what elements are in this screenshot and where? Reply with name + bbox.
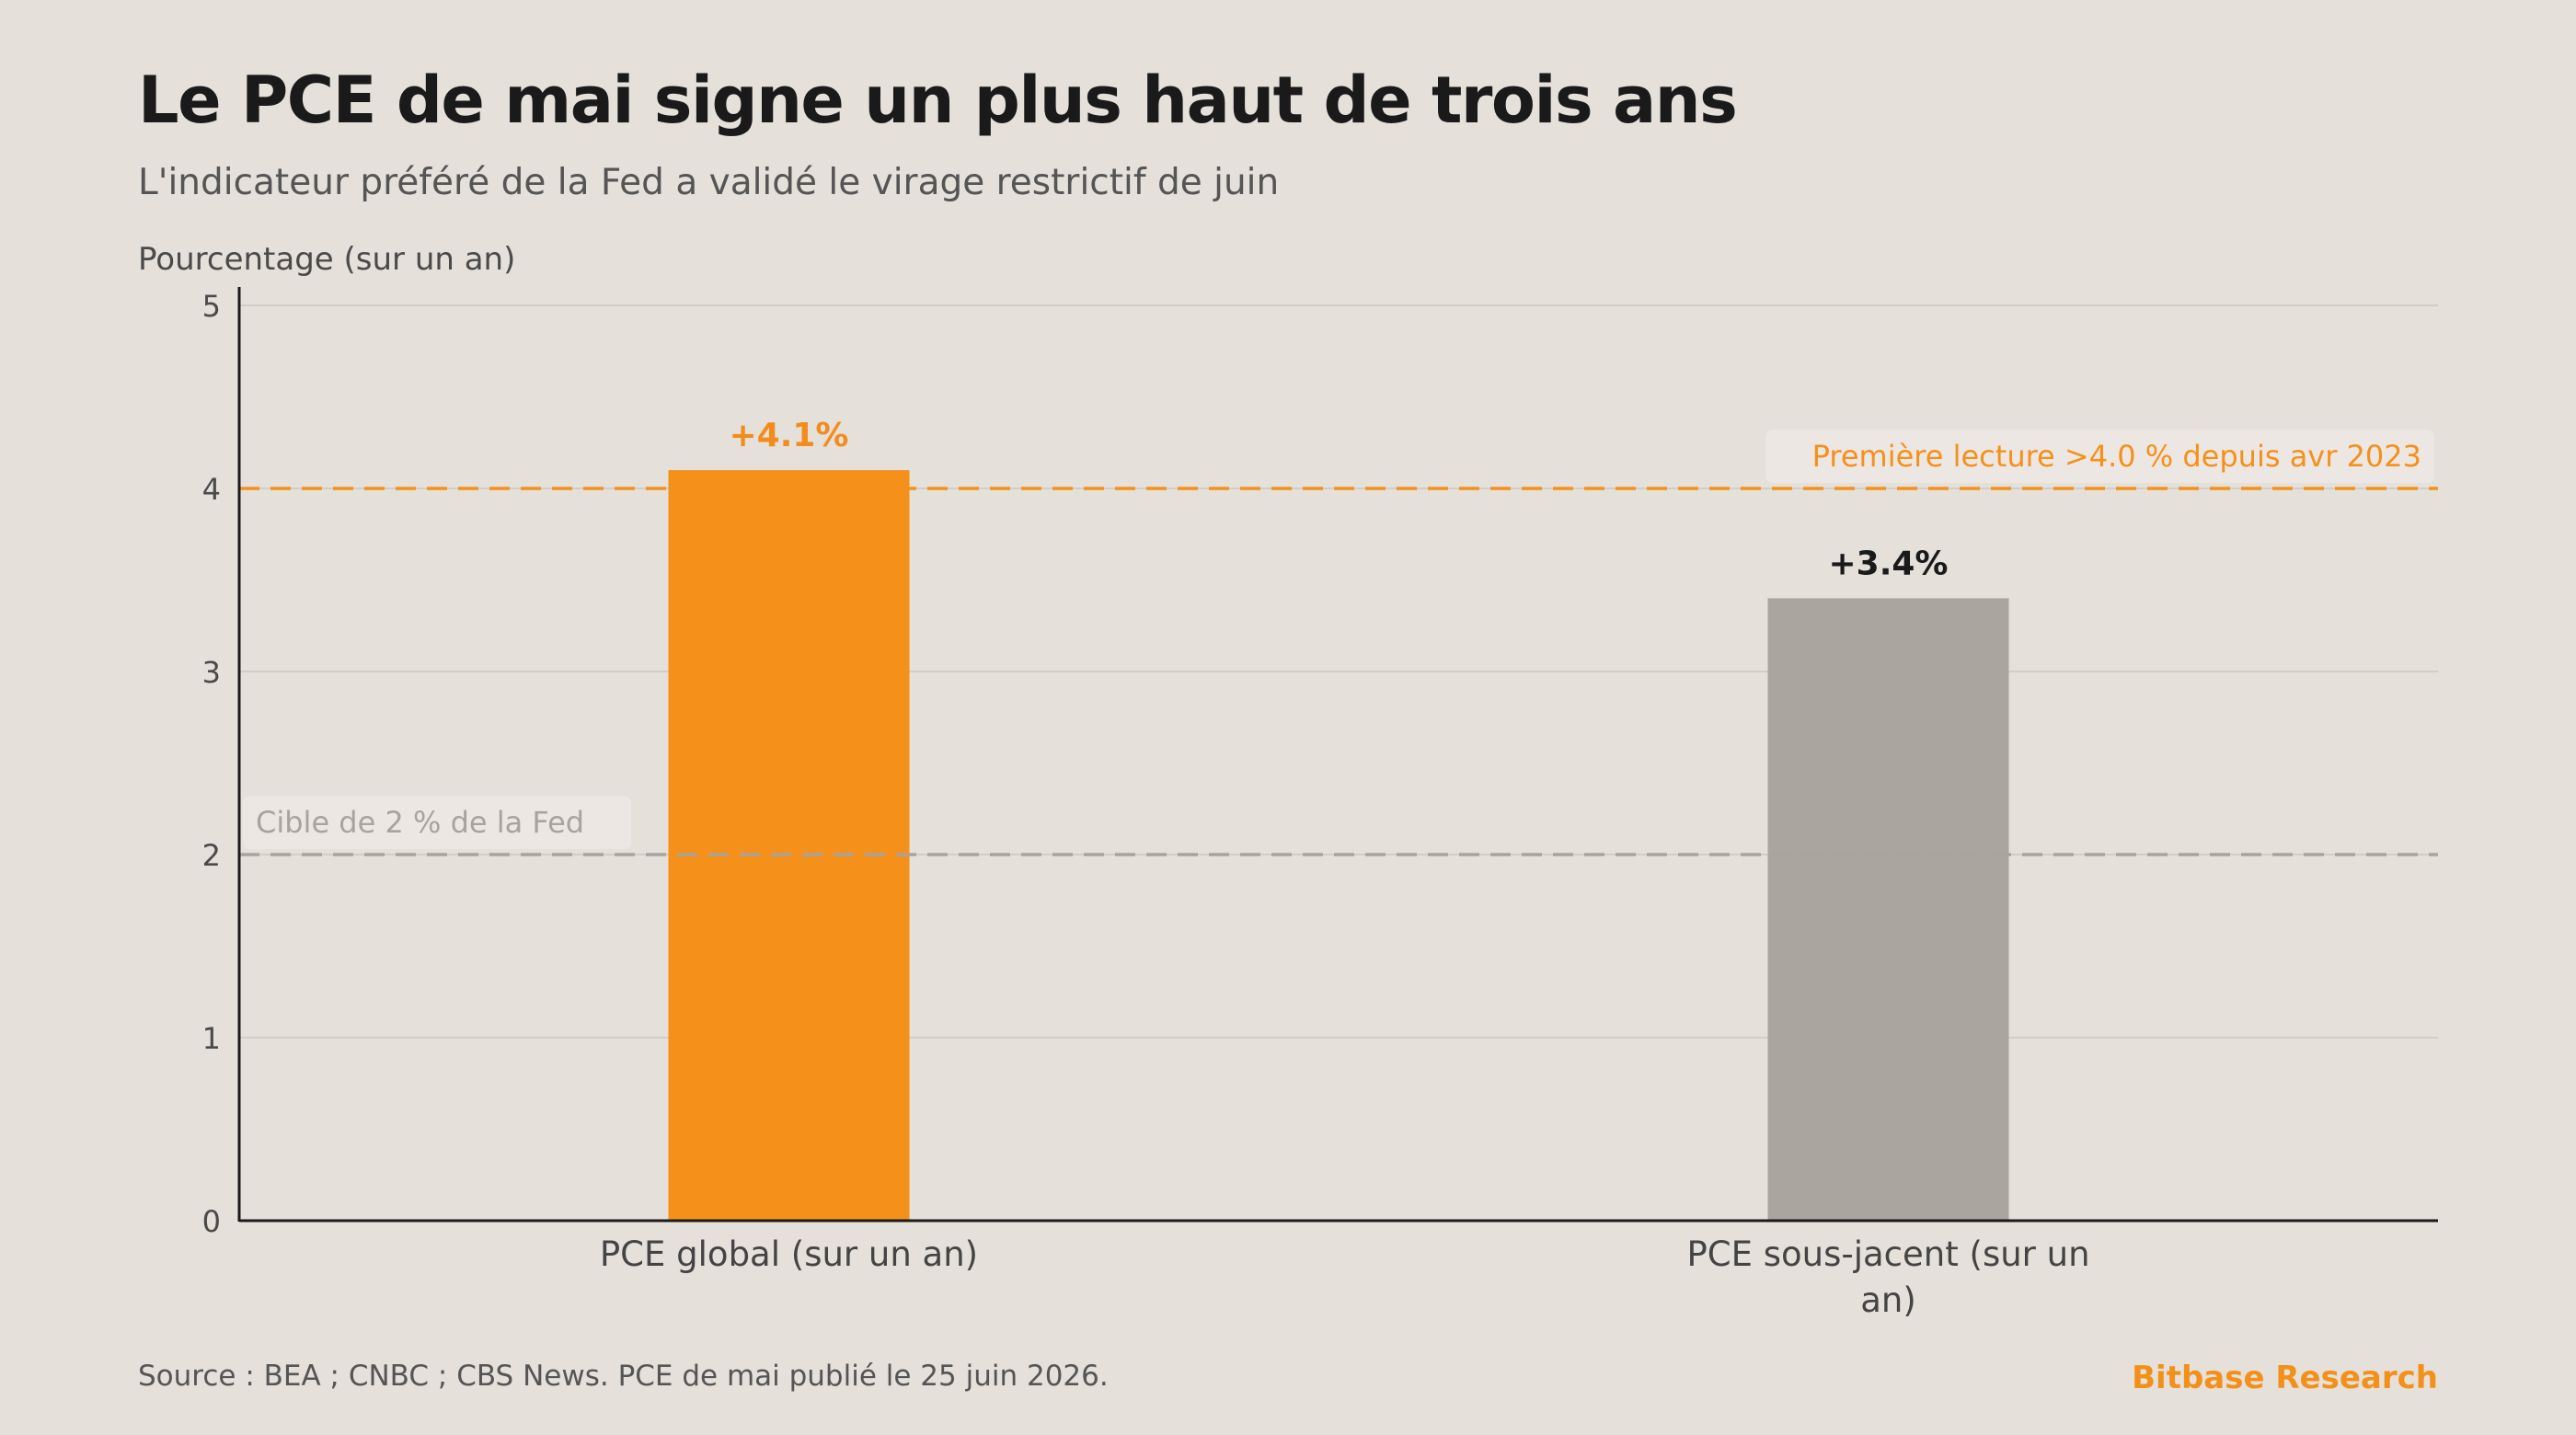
reference-label-0: Première lecture >4.0 % depuis avr 2023 [1812,439,2421,474]
bar-1 [1767,598,2009,1221]
source-note: Source : BEA ; CNBC ; CBS News. PCE de m… [138,1360,1109,1393]
data-label-1: +3.4% [1828,545,1948,582]
data-label-0: +4.1% [729,417,848,454]
reference-label-box-0 [1765,430,2434,483]
labels: 0 1 2 3 4 5 +4.1% PCE global (sur un an) +3.4% PC… [202,289,2090,1320]
x-tick-label-1-1: an) [1860,1280,1916,1320]
y-tick-label-5: 5 [202,289,221,324]
grid-lines [239,304,2438,1039]
reference-label-box-1 [243,796,632,849]
chart-subtitle: L'indicateur préféré de la Fed a validé … [138,162,1280,203]
bars [668,470,2009,1222]
x-tick-label-0-0: PCE global (sur un an) [600,1234,978,1274]
brand-logo-text: Bitbase Research [2132,1360,2438,1396]
axes [237,287,2438,1223]
y-tick-label-4: 4 [202,472,221,507]
y-tick-label-3: 3 [202,655,221,690]
y-tick-label-1: 1 [202,1021,221,1056]
y-tick-label-0: 0 [202,1204,221,1239]
reference-label-1: Cible de 2 % de la Fed [256,805,584,840]
y-axis-label: Pourcentage (sur un an) [138,241,516,278]
y-tick-label-2: 2 [202,838,221,873]
reference-lines: Première lecture >4.0 % depuis avr 2023 C… [239,430,2438,856]
bar-0 [668,470,910,1222]
x-tick-label-1-0: PCE sous-jacent (sur un [1686,1234,2089,1274]
chart-title: Le PCE de mai signe un plus haut de troi… [138,63,1738,138]
